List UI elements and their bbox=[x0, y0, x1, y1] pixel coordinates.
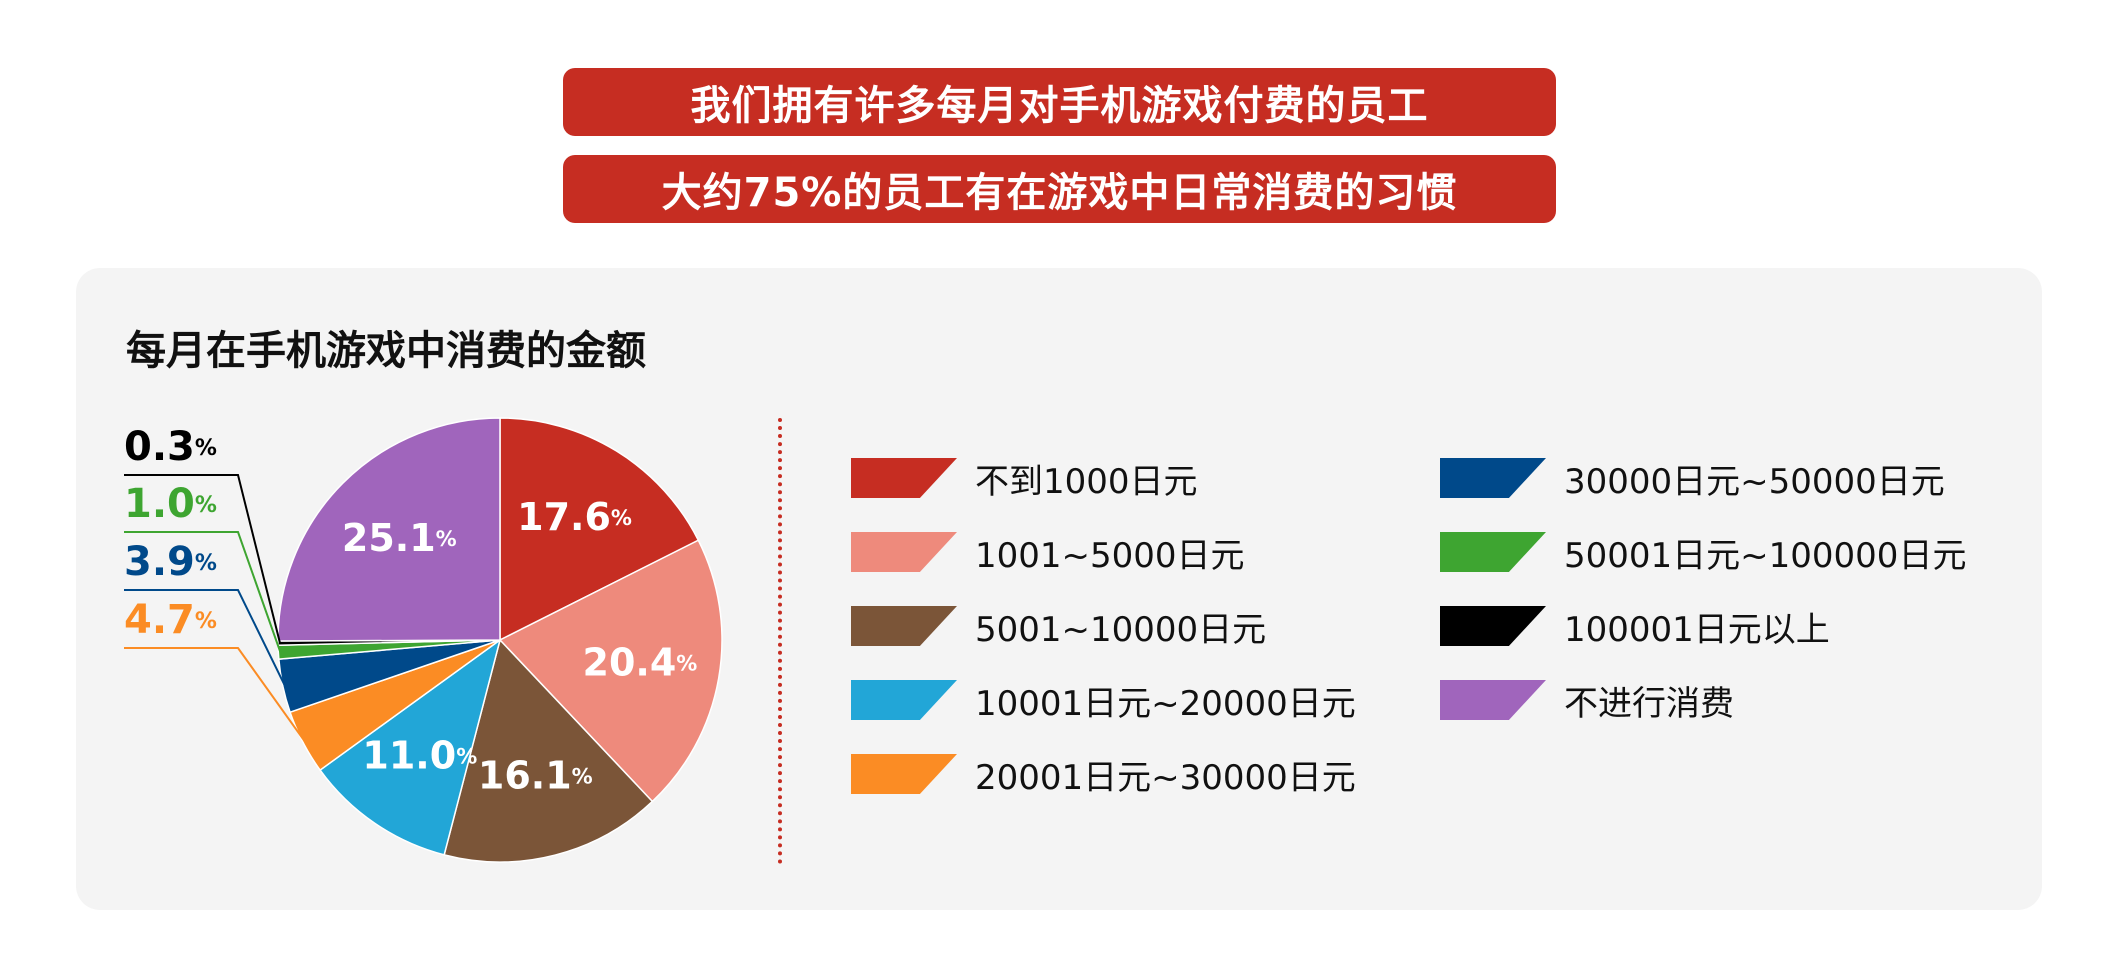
legend-swatch bbox=[1440, 680, 1546, 720]
legend-item-3: 10001日元~20000日元 bbox=[851, 677, 1356, 724]
slice-value-label-8: 25.1% bbox=[342, 515, 457, 559]
pie-slice-2 bbox=[443, 638, 654, 863]
legend-item-2: 5001~10000日元 bbox=[851, 603, 1267, 650]
slice-value-label-2: 16.1% bbox=[478, 753, 593, 797]
legend-label: 100001日元以上 bbox=[1564, 609, 1830, 650]
slice-value-label-7: 0.3% bbox=[124, 424, 217, 470]
legend-item-8: 不进行消费 bbox=[1440, 677, 1734, 724]
slice-value-label-1: 20.4% bbox=[583, 640, 698, 684]
pie-slice-0 bbox=[499, 417, 700, 642]
chart-title: 每月在手机游戏中消费的金额 bbox=[126, 328, 646, 374]
headline-banner-2: 大约75%的员工有在游戏中日常消费的习惯 bbox=[563, 155, 1556, 223]
legend-item-5: 30000日元~50000日元 bbox=[1440, 455, 1945, 502]
pie-slice-8 bbox=[277, 417, 501, 642]
leader-line-5 bbox=[124, 589, 286, 687]
legend-swatch bbox=[851, 754, 957, 794]
legend-label: 10001日元~20000日元 bbox=[975, 683, 1356, 724]
legend-label: 30000日元~50000日元 bbox=[1564, 461, 1945, 502]
leader-line-6 bbox=[124, 531, 282, 653]
leader-line-4 bbox=[124, 647, 306, 742]
dotted-divider bbox=[778, 418, 782, 864]
legend-label: 不进行消费 bbox=[1564, 683, 1734, 724]
slice-value-label-5: 3.9% bbox=[124, 539, 217, 585]
legend-item-7: 100001日元以上 bbox=[1440, 603, 1830, 650]
legend-label: 50001日元~100000日元 bbox=[1564, 535, 1967, 576]
slice-value-label-0: 17.6% bbox=[517, 495, 632, 539]
headline-text-1: 我们拥有许多每月对手机游戏付费的员工 bbox=[690, 83, 1429, 129]
headline-text-2: 大约75%的员工有在游戏中日常消费的习惯 bbox=[661, 170, 1458, 216]
legend-swatch bbox=[851, 458, 957, 498]
legend-item-0: 不到1000日元 bbox=[851, 455, 1198, 502]
legend-swatch bbox=[1440, 458, 1546, 498]
legend-item-1: 1001~5000日元 bbox=[851, 529, 1245, 576]
leader-line-7 bbox=[124, 474, 281, 644]
legend-item-6: 50001日元~100000日元 bbox=[1440, 529, 1967, 576]
pie-slice-1 bbox=[498, 539, 723, 803]
legend-label: 20001日元~30000日元 bbox=[975, 757, 1356, 798]
legend-swatch bbox=[851, 680, 957, 720]
legend-label: 5001~10000日元 bbox=[975, 609, 1267, 650]
legend-swatch bbox=[1440, 606, 1546, 646]
legend-swatch bbox=[1440, 532, 1546, 572]
slice-value-label-4: 4.7% bbox=[124, 597, 217, 643]
legend-label: 不到1000日元 bbox=[975, 461, 1198, 502]
legend-swatch bbox=[851, 532, 957, 572]
pie-slice-3 bbox=[319, 638, 502, 856]
slice-value-label-3: 11.0% bbox=[362, 733, 477, 777]
legend-label: 1001~5000日元 bbox=[975, 535, 1245, 576]
headline-banner-1: 我们拥有许多每月对手机游戏付费的员工 bbox=[563, 68, 1556, 136]
slice-value-label-6: 1.0% bbox=[124, 481, 217, 527]
legend-swatch bbox=[851, 606, 957, 646]
legend-item-4: 20001日元~30000日元 bbox=[851, 751, 1356, 798]
